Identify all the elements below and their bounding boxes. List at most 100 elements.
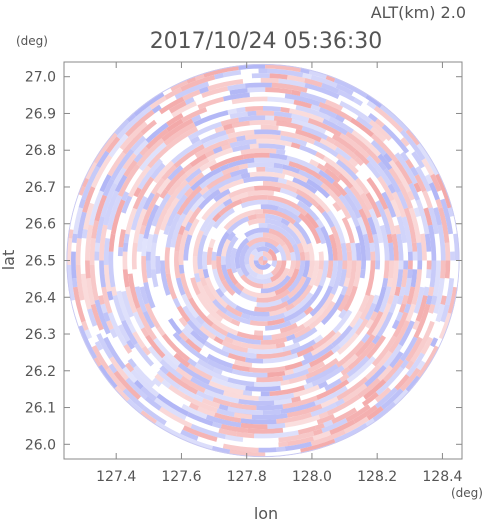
range-gate-cell <box>176 305 191 323</box>
range-gate-cell <box>260 77 279 84</box>
range-gate-cell <box>84 329 93 340</box>
range-gate-cell <box>317 380 328 389</box>
range-gate-cell <box>304 212 320 229</box>
range-gate-cell <box>284 414 321 428</box>
range-gate-cell <box>339 133 370 159</box>
range-gate-cell <box>345 260 357 296</box>
range-gate-cell <box>196 293 224 323</box>
range-gate-cell <box>113 167 127 185</box>
range-gate-cell <box>145 260 152 279</box>
range-gate-cell <box>221 165 240 176</box>
range-gate-cell <box>90 303 104 331</box>
range-gate-cell <box>290 260 296 270</box>
y-unit-label: (deg) <box>16 34 48 48</box>
range-gate-cell <box>318 260 329 287</box>
range-gate-cell <box>437 224 446 261</box>
range-gate-cell <box>156 326 166 337</box>
range-gate-cell <box>258 223 268 228</box>
range-gate-cell <box>247 214 258 221</box>
range-gate-cell <box>82 186 96 213</box>
range-gate-cell <box>410 269 418 288</box>
range-gate-cell <box>403 207 417 244</box>
range-gate-cell <box>335 153 359 175</box>
range-gate-cell <box>247 110 257 117</box>
range-gate-cell <box>251 413 288 420</box>
range-gate-cell <box>230 318 241 327</box>
range-gate-cell <box>136 233 145 252</box>
range-gate-cell <box>240 274 263 289</box>
range-gate-cell <box>368 208 384 244</box>
range-gate-cell <box>66 264 76 301</box>
range-gate-cell <box>126 339 135 350</box>
range-gate-cell <box>190 167 222 191</box>
range-gate-cell <box>263 267 290 289</box>
range-gate-cell <box>207 147 234 162</box>
range-gate-cell <box>308 349 334 368</box>
range-gate-cell <box>208 380 244 395</box>
range-gate-cell <box>153 160 175 184</box>
range-gate-cell <box>407 251 413 261</box>
range-gate-cell <box>285 333 296 342</box>
range-gate-cell <box>169 79 189 92</box>
range-gate-cell <box>331 407 358 425</box>
range-gate-cell <box>308 300 336 330</box>
range-gate-cell <box>91 345 110 371</box>
range-gate-cell <box>249 171 286 179</box>
range-gate-cell <box>389 260 399 297</box>
range-gate-cell <box>383 152 393 163</box>
range-gate-cell <box>353 149 370 166</box>
range-gate-cell <box>108 363 118 374</box>
range-gate-cell <box>103 190 120 226</box>
range-gate-cell <box>207 359 234 374</box>
range-gate-cell <box>161 333 191 362</box>
range-gate-cell <box>139 146 149 156</box>
range-gate-cell <box>102 178 115 197</box>
range-gate-cell <box>391 319 400 330</box>
range-gate-cell <box>312 430 332 441</box>
range-gate-cell <box>240 312 251 320</box>
range-gate-cell <box>296 345 315 358</box>
range-gate-cell <box>206 247 213 266</box>
range-gate-cell <box>229 87 248 96</box>
range-gate-cell <box>423 286 430 297</box>
range-gate-cell <box>267 248 278 261</box>
range-gate-cell <box>390 199 402 218</box>
range-gate-cell <box>379 104 410 132</box>
range-gate-cell <box>212 298 228 315</box>
range-gate-cell <box>315 226 327 245</box>
range-gate-cell <box>342 340 365 363</box>
range-gate-cell <box>220 255 226 266</box>
range-gate-cell <box>202 134 229 149</box>
range-gate-cell <box>407 260 413 270</box>
range-gate-cell <box>263 334 272 341</box>
range-gate-cell <box>178 338 210 364</box>
range-gate-cell <box>382 358 404 383</box>
range-gate-cell <box>178 173 189 183</box>
range-gate-cell <box>184 96 195 105</box>
range-gate-cell <box>238 398 275 406</box>
range-gate-cell <box>229 111 248 119</box>
range-gate-cell <box>167 164 184 181</box>
range-gate-cell <box>275 342 286 349</box>
range-gate-cell <box>245 134 281 140</box>
range-gate-cell <box>247 218 266 226</box>
range-gate-cell <box>166 126 199 150</box>
range-gate-cell <box>75 238 82 265</box>
range-gate-cell <box>122 366 138 384</box>
range-gate-cell <box>411 151 425 169</box>
range-gate-cell <box>156 369 181 390</box>
range-gate-cell <box>231 120 250 129</box>
range-gate-cell <box>338 194 360 227</box>
range-gate-cell <box>280 217 291 227</box>
range-gate-cell <box>408 182 420 201</box>
range-gate-cell <box>139 410 158 425</box>
range-gate-cell <box>260 391 270 397</box>
range-gate-cell <box>435 173 453 209</box>
range-gate-cell <box>85 224 94 261</box>
range-gate-cell <box>200 136 211 145</box>
range-gate-cell <box>223 209 255 231</box>
range-gate-cell <box>187 363 213 381</box>
range-gate-cell <box>245 105 263 112</box>
range-gate-cell <box>372 233 381 261</box>
range-gate-cell <box>346 356 376 384</box>
